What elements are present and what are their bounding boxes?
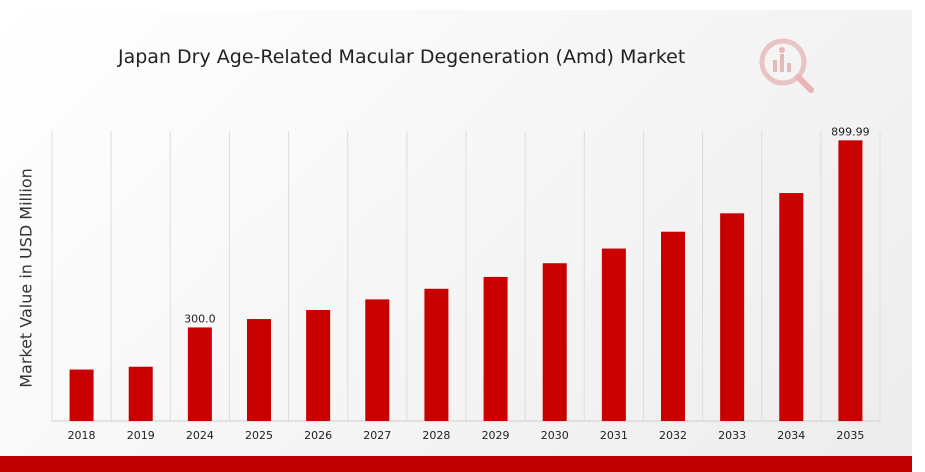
bar-2033 [720, 213, 745, 421]
bar-2029 [483, 276, 508, 421]
market-research-logo-icon [757, 36, 819, 98]
bar-2035 [838, 140, 863, 421]
x-tick-label: 2028 [422, 429, 450, 442]
data-labels: 300.0 899.99 [184, 125, 870, 325]
bar-2031 [601, 248, 626, 421]
x-tick-label: 2024 [186, 429, 214, 442]
x-tick-label: 2033 [718, 429, 746, 442]
bar-2018 [69, 369, 94, 421]
bars [69, 140, 863, 421]
bar-2024 [187, 327, 212, 421]
data-label: 300.0 [184, 312, 216, 325]
bar-2019 [128, 366, 153, 421]
x-tick-label: 2025 [245, 429, 273, 442]
x-tick-labels: 2018 2019 2024 2025 2026 2027 2028 2029 2030 2031… [68, 429, 865, 442]
gridlines [51, 131, 881, 421]
x-tick-label: 2019 [127, 429, 155, 442]
x-tick-label: 2027 [363, 429, 391, 442]
bottom-accent-band [0, 456, 912, 472]
bar-2034 [779, 193, 804, 421]
x-tick-label: 2031 [600, 429, 628, 442]
bar-2026 [306, 309, 331, 421]
x-tick-label: 2032 [659, 429, 687, 442]
chart-title: Japan Dry Age-Related Macular Degenerati… [118, 46, 686, 68]
bar-2032 [661, 231, 685, 421]
data-label: 899.99 [831, 125, 870, 138]
bar-2030 [542, 263, 567, 421]
bar-2025 [247, 319, 271, 421]
x-tick-label: 2029 [482, 429, 510, 442]
x-tick-label: 2026 [304, 429, 332, 442]
bar-2028 [424, 288, 449, 421]
bar-2027 [365, 299, 390, 421]
x-tick-label: 2018 [68, 429, 96, 442]
x-tick-label: 2034 [777, 429, 805, 442]
x-tick-label: 2030 [541, 429, 569, 442]
x-tick-label: 2035 [836, 429, 864, 442]
